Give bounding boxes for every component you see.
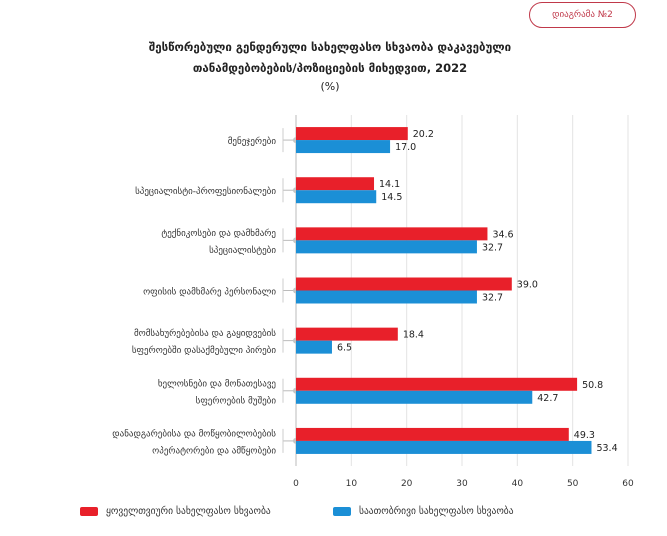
- data-label-hourly: 42.7: [537, 393, 558, 404]
- data-label-hourly: 32.7: [482, 293, 503, 304]
- legend-item-hourly: საათობრივი სახელფასო სხვაობა: [333, 506, 514, 517]
- category-label: ხელოსნები და მონათესავე: [158, 378, 277, 389]
- x-tick-label: 60: [622, 479, 634, 489]
- data-label-hourly: 17.0: [395, 142, 416, 153]
- bar-hourly: [296, 440, 592, 454]
- legend-swatch-monthly: [80, 507, 98, 516]
- x-tick-label: 20: [401, 479, 413, 489]
- bar-hourly: [296, 390, 533, 404]
- bar-hourly: [296, 290, 477, 304]
- data-label-monthly: 18.4: [403, 330, 424, 341]
- legend-swatch-hourly: [333, 507, 351, 516]
- legend-label-monthly: ყოველთვიური სახელფასო სხვაობა: [106, 506, 271, 517]
- data-label-monthly: 49.3: [574, 430, 595, 441]
- diagram-number-badge[interactable]: დიაგრამა №2: [529, 2, 636, 28]
- category-label: ოფისის დამხმარე პერსონალი: [143, 287, 276, 298]
- category-label: სპეციალისტი-პროფესიონალები: [135, 186, 276, 197]
- category-label: ოპერატორები და ამწყობები: [152, 445, 276, 456]
- bar-hourly: [296, 340, 332, 354]
- data-label-hourly: 6.5: [337, 343, 352, 354]
- data-label-monthly: 50.8: [582, 380, 603, 391]
- category-label: დანადგარებისა და მოწყობილობების: [112, 428, 276, 439]
- category-label: სპეციალისტები: [209, 245, 276, 256]
- legend-label-hourly: საათობრივი სახელფასო სხვაობა: [359, 506, 514, 517]
- category-label: მომსახურებებისა და გაყიდვების: [134, 328, 276, 339]
- bar-monthly: [296, 327, 398, 341]
- category-label: სფეროების მუშები: [196, 395, 277, 406]
- chart-unit: (%): [320, 80, 340, 93]
- x-tick-label: 0: [293, 479, 299, 489]
- data-label-monthly: 14.1: [379, 179, 400, 190]
- bar-hourly: [296, 240, 477, 254]
- bar-hourly: [296, 140, 391, 154]
- data-label-hourly: 14.5: [381, 192, 402, 203]
- bar-hourly: [296, 190, 377, 204]
- category-label: მენეჯერები: [228, 136, 277, 147]
- x-tick-label: 40: [512, 479, 524, 489]
- data-label-monthly: 34.6: [492, 229, 513, 240]
- bar-monthly: [296, 127, 408, 141]
- x-tick-label: 50: [567, 479, 579, 489]
- data-label-monthly: 39.0: [517, 280, 538, 291]
- bar-monthly: [296, 177, 375, 191]
- x-tick-label: 10: [346, 479, 358, 489]
- data-label-hourly: 32.7: [482, 242, 503, 253]
- bar-monthly: [296, 277, 512, 291]
- chart-title-line2: თანამდებობების/პოზიციების მიხედვით, 2022: [192, 61, 468, 75]
- data-label-hourly: 53.4: [596, 443, 617, 454]
- category-label: სფეროებში დასაქმებული პირები: [132, 345, 277, 356]
- data-label-monthly: 20.2: [413, 129, 434, 140]
- bar-monthly: [296, 427, 569, 441]
- category-label: ტექნიკოსები და დამხმარე: [161, 228, 276, 239]
- x-tick-label: 30: [456, 479, 468, 489]
- legend-item-monthly: ყოველთვიური სახელფასო სხვაობა: [80, 506, 271, 517]
- chart-title-line1: შესწორებული გენდერული სახელფასო სხვაობა …: [148, 40, 512, 54]
- bar-monthly: [296, 227, 488, 241]
- bar-monthly: [296, 377, 578, 391]
